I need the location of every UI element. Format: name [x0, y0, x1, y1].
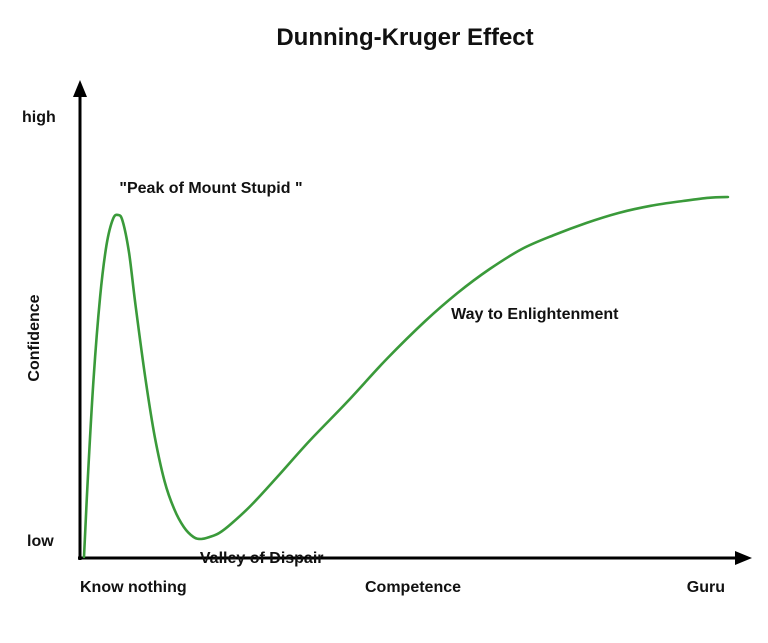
annotations: "Peak of Mount Stupid " Valley of Dispair…	[119, 180, 619, 567]
y-tick-label-low: low	[27, 533, 54, 550]
confidence-curve	[82, 195, 730, 559]
y-tick-label-high: high	[22, 109, 56, 126]
y-axis: high low Confidence	[22, 80, 87, 560]
annotation-label-2: Valley of Dispair	[200, 550, 324, 567]
y-axis-arrow	[73, 80, 87, 97]
annotation-label-3: Way to Enlightenment	[451, 306, 619, 323]
annotation-label-1: "Peak of Mount Stupid "	[119, 180, 302, 197]
x-axis-label: Competence	[365, 579, 461, 596]
chart-title: Dunning-Kruger Effect	[276, 24, 533, 51]
y-axis-label: Confidence	[26, 294, 43, 381]
x-axis-arrow	[735, 551, 752, 565]
x-axis: Know nothing Competence Guru	[78, 551, 752, 596]
x-tick-label-know-nothing: Know nothing	[80, 579, 187, 596]
x-tick-label-guru: Guru	[687, 579, 725, 596]
